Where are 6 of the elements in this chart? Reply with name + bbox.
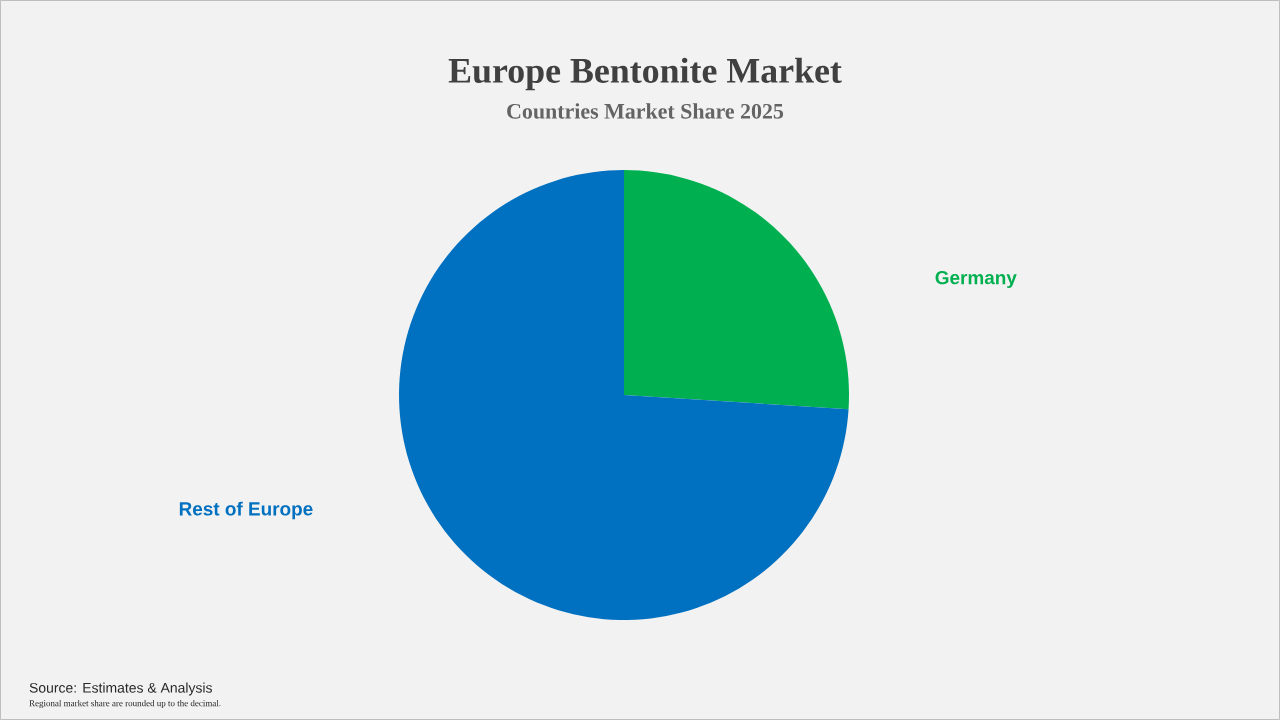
text: Regional market share are rounded up to the decimal. bbox=[29, 699, 221, 709]
chart-title: Europe Bentonite Market bbox=[448, 57, 842, 91]
slice-label: Rest of Europe bbox=[179, 501, 313, 520]
chart-subtitle: Countries Market Share 2025 bbox=[507, 103, 784, 119]
slice-label: Germany bbox=[935, 270, 1017, 289]
source-note: Source: Estimates & Analysis bbox=[29, 682, 212, 696]
